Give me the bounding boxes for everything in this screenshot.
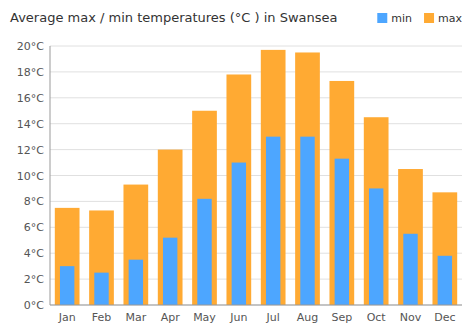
x-tick-label: Feb	[92, 311, 111, 324]
grid-line	[50, 71, 462, 72]
x-tick-label: Mar	[125, 311, 146, 324]
y-tick-label: 2°C	[24, 273, 44, 286]
grid-line	[50, 149, 462, 150]
x-tick-label: Nov	[400, 311, 422, 324]
y-axis	[50, 46, 51, 305]
y-tick-label: 4°C	[24, 247, 44, 260]
bar	[192, 111, 217, 305]
grid-line	[50, 305, 462, 306]
x-tick-label: Apr	[161, 311, 181, 324]
bar	[94, 273, 108, 305]
grid-line	[50, 97, 462, 98]
bar	[226, 74, 251, 305]
bar	[123, 185, 148, 305]
x-tick-label: Jan	[58, 311, 76, 324]
x-tick-label: Jul	[266, 311, 280, 324]
x-axis	[50, 305, 462, 306]
bar	[261, 50, 286, 305]
y-tick-label: 8°C	[24, 195, 44, 208]
y-tick-label: 18°C	[17, 66, 44, 79]
grid-line	[50, 123, 462, 124]
legend-swatch	[424, 13, 434, 23]
bar	[432, 192, 457, 305]
grid	[50, 46, 462, 305]
x-tick-label: Sep	[331, 311, 352, 324]
x-tick-label: Jun	[229, 311, 247, 324]
bar	[369, 188, 383, 305]
bar	[60, 266, 74, 305]
y-tick-label: 20°C	[17, 40, 44, 53]
bar	[295, 52, 320, 305]
y-tick-label: 0°C	[24, 299, 44, 312]
y-tick-label: 16°C	[17, 92, 44, 105]
bar	[438, 256, 452, 305]
bar	[55, 208, 80, 305]
bars	[55, 50, 457, 305]
bar	[197, 199, 211, 305]
chart: 0°C 2°C 4°C 6°C 8°C 10°C 12°C 14°C 16°C 18°C 20°C J…	[0, 0, 474, 331]
y-tick-label: 14°C	[17, 118, 44, 131]
legend-label: min	[391, 12, 412, 25]
y-tick-label: 10°C	[17, 170, 44, 183]
bar	[89, 210, 114, 305]
title: Average max / min temperatures (°C ) in …	[10, 10, 338, 25]
bar	[364, 117, 389, 305]
y-tick-label: 12°C	[17, 144, 44, 157]
bar	[403, 234, 417, 305]
bar	[329, 81, 354, 305]
grid-line	[50, 46, 462, 47]
legend-label: max	[438, 12, 462, 25]
bar	[335, 159, 349, 305]
x-tick-label: Oct	[367, 311, 387, 324]
legend-swatch	[377, 13, 387, 23]
y-tick-label: 6°C	[24, 221, 44, 234]
bar	[232, 163, 246, 305]
x-tick-label: Aug	[297, 311, 318, 324]
x-tick-label: May	[193, 311, 216, 324]
bar	[163, 238, 177, 305]
bar	[398, 169, 423, 305]
bar	[300, 137, 314, 305]
bar	[158, 150, 183, 305]
x-tick-label: Dec	[434, 311, 455, 324]
bar	[129, 260, 143, 305]
legend: min max	[377, 12, 462, 25]
bar	[266, 137, 280, 305]
